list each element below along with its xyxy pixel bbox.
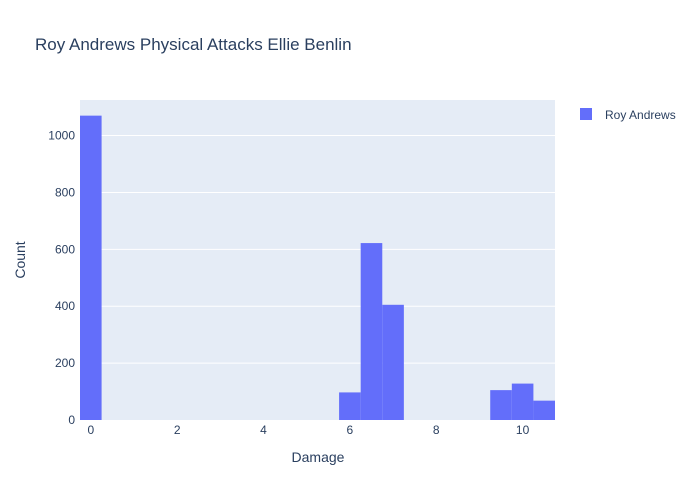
x-axis-label: Damage [292,449,345,465]
histogram-bar[interactable] [533,400,555,420]
gridlines [80,135,555,364]
y-tick-label: 0 [68,413,75,427]
legend-label[interactable]: Roy Andrews [605,108,676,122]
histogram-bar[interactable] [339,392,361,420]
x-tick-label: 10 [516,423,530,437]
legend-swatch[interactable] [580,108,592,120]
bars [80,115,555,421]
y-tick-label: 800 [55,185,75,199]
y-tick-label: 600 [55,242,75,256]
y-axis-ticks: 0 200 400 600 800 1000 [48,129,75,427]
y-tick-label: 1000 [48,129,75,143]
histogram-bar[interactable] [80,115,102,421]
histogram-bar[interactable] [490,390,512,420]
x-tick-label: 4 [260,423,267,437]
y-tick-label: 200 [55,356,75,370]
x-tick-label: 8 [433,423,440,437]
x-axis-ticks: 0 2 4 6 8 10 [87,423,529,437]
legend[interactable]: Roy Andrews [580,108,676,122]
x-tick-label: 2 [174,423,181,437]
histogram-bar[interactable] [511,383,534,420]
histogram-bar[interactable] [382,304,404,420]
y-tick-label: 400 [55,299,75,313]
histogram-bar[interactable] [360,243,383,420]
plot-area [80,100,555,420]
y-axis-label: Count [12,241,28,278]
x-tick-label: 0 [87,423,94,437]
chart-title: Roy Andrews Physical Attacks Ellie Benli… [35,35,352,54]
x-tick-label: 6 [347,423,354,437]
